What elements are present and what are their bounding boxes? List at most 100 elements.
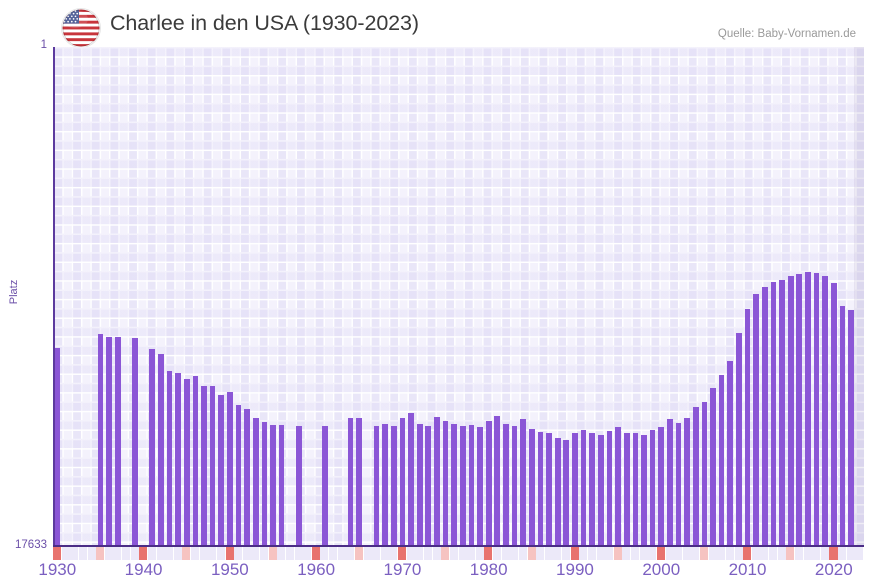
bar[interactable] [779,280,785,546]
bar[interactable] [175,373,181,546]
bar[interactable] [787,276,794,546]
bar[interactable] [718,375,725,546]
x-axis-year-tick [475,547,484,560]
bar[interactable] [270,425,276,546]
bar[interactable] [675,423,682,546]
bar[interactable] [373,426,380,546]
bar[interactable] [528,429,535,546]
bar[interactable] [209,386,216,546]
x-axis-year-tick [372,547,381,560]
bar[interactable] [503,424,509,546]
bar[interactable] [580,430,587,546]
bar[interactable] [494,416,501,546]
x-axis-decade-tick [53,547,62,560]
x-axis-tick-label: 2000 [642,560,681,579]
x-axis-year-tick [691,547,700,560]
x-axis-year-tick [242,547,251,560]
bar[interactable] [822,276,829,546]
bar[interactable] [459,426,466,546]
bar[interactable] [649,430,656,546]
bar[interactable] [692,407,699,546]
x-axis-year-tick [423,547,432,560]
bar[interactable] [261,422,268,546]
bar[interactable] [744,309,751,546]
bar[interactable] [796,274,803,546]
x-axis-year-tick [820,547,829,560]
bar[interactable] [468,425,475,546]
bar[interactable] [183,379,190,546]
bar[interactable] [227,392,233,546]
bar[interactable] [572,433,578,546]
bar[interactable] [321,426,328,546]
bar[interactable] [296,426,302,546]
bar[interactable] [278,425,285,546]
bar[interactable] [736,333,742,546]
bar[interactable] [244,409,250,546]
bar[interactable] [623,433,630,546]
bar[interactable] [710,388,716,546]
x-axis-year-tick [622,547,631,560]
bar[interactable] [589,433,596,546]
bar[interactable] [442,421,449,546]
bar[interactable] [347,418,354,546]
bar[interactable] [563,440,570,546]
bar[interactable] [805,272,811,546]
bar[interactable] [451,424,458,546]
x-axis-year-tick [122,547,131,560]
x-axis-decade-tick [829,547,838,560]
bar[interactable] [399,418,406,546]
bar[interactable] [839,306,846,546]
bar[interactable] [106,337,112,546]
x-axis-year-tick [510,547,519,560]
bar[interactable] [684,418,690,546]
bar[interactable] [632,433,639,546]
bar[interactable] [485,421,492,546]
x-axis-tick-label: 2020 [814,560,853,579]
bar[interactable] [727,361,734,546]
bar[interactable] [356,418,363,546]
x-axis-year-tick [717,547,726,560]
bar[interactable] [615,427,621,546]
bar[interactable] [761,287,768,546]
bar[interactable] [701,402,708,546]
bar[interactable] [201,386,207,546]
bar[interactable] [54,348,61,546]
bar[interactable] [641,435,647,546]
bar[interactable] [408,413,414,546]
bar[interactable] [813,273,820,546]
bar[interactable] [192,376,199,546]
bar[interactable] [520,419,527,546]
x-axis-year-tick [536,547,545,560]
bar[interactable] [667,419,673,546]
bar[interactable] [554,438,561,546]
bar[interactable] [132,338,138,546]
bar[interactable] [114,337,121,546]
bar[interactable] [598,435,604,546]
y-axis-title: Platz [8,279,20,305]
bar[interactable] [753,294,759,546]
bar[interactable] [546,433,552,546]
bar[interactable] [97,334,104,546]
bar[interactable] [235,405,242,546]
bar[interactable] [416,424,423,546]
bar[interactable] [537,432,544,546]
bar[interactable] [477,427,483,546]
bar[interactable] [606,431,613,546]
bar[interactable] [511,426,518,546]
bar[interactable] [658,427,665,546]
bar[interactable] [830,283,837,546]
x-axis-year-tick [846,547,855,560]
bar[interactable] [166,371,173,546]
bar[interactable] [848,310,854,546]
bar[interactable] [382,424,388,546]
bar[interactable] [770,282,777,546]
bar[interactable] [252,418,259,546]
x-axis-year-tick [156,547,165,560]
bar[interactable] [157,354,164,546]
bar[interactable] [149,349,156,546]
bar[interactable] [425,426,432,546]
bar[interactable] [218,395,225,546]
bar[interactable] [390,426,397,546]
bar[interactable] [434,417,440,546]
